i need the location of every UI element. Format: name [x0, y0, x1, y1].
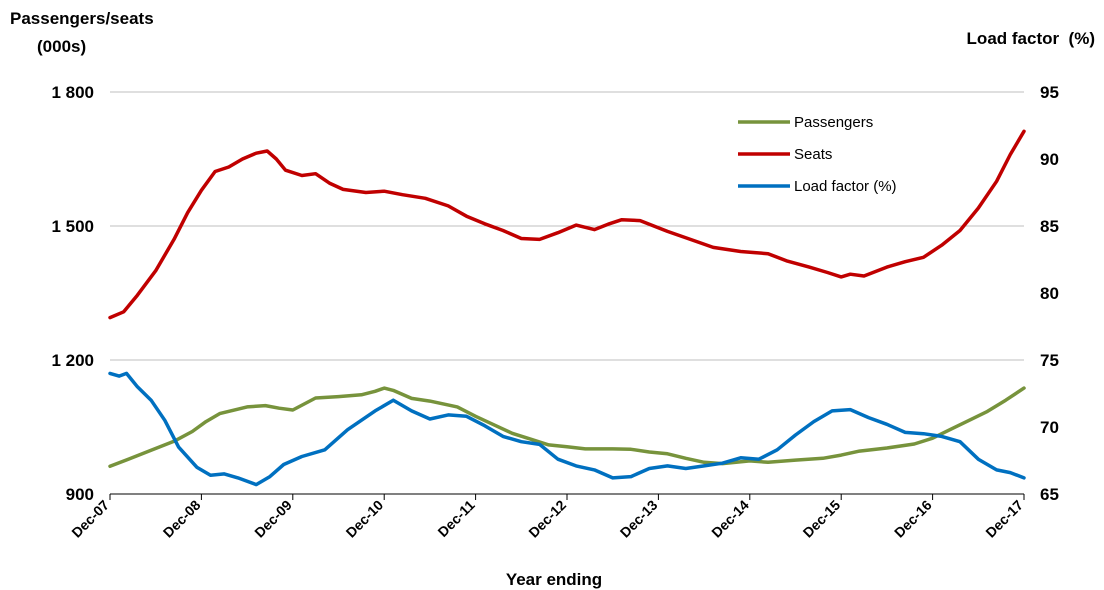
- x-axis-title: Year ending: [506, 570, 602, 589]
- series-lines: [108, 129, 1026, 487]
- right-tick-label: 90: [1040, 150, 1059, 169]
- legend-label-seats: Seats: [794, 146, 832, 163]
- left-tick-label: 1 200: [51, 351, 94, 370]
- x-tick-label: Dec-11: [434, 497, 477, 540]
- gridlines: [110, 91, 1024, 361]
- left-tick-labels: 900 1 200 1 500 1 800: [51, 83, 94, 504]
- left-axis-title-line2: (000s): [37, 37, 86, 56]
- right-tick-label: 85: [1040, 217, 1059, 236]
- x-tick-label: Dec-12: [525, 497, 569, 541]
- right-tick-label: 95: [1040, 83, 1059, 102]
- right-tick-label: 80: [1040, 284, 1059, 303]
- right-tick-label: 75: [1040, 351, 1059, 370]
- right-tick-label: 70: [1040, 418, 1059, 437]
- legend: Passengers Seats Load factor (%): [738, 114, 897, 195]
- x-tick-labels: Dec-07 Dec-08 Dec-09 Dec-10 Dec-11 Dec-12 Dec-…: [68, 497, 1026, 541]
- x-tick-label: Dec-15: [800, 497, 844, 541]
- legend-label-passengers: Passengers: [794, 114, 873, 131]
- right-axis-title: Load factor (%): [967, 29, 1095, 48]
- x-tick-label: Dec-10: [343, 497, 387, 541]
- left-tick-label: 900: [66, 485, 94, 504]
- x-tick-label: Dec-09: [251, 497, 295, 541]
- x-tick-label: Dec-16: [891, 497, 935, 541]
- series-line-seats: [108, 129, 1026, 320]
- right-tick-labels: 65 70 75 80 85 90 95: [1040, 83, 1059, 504]
- series-line-passengers: [108, 386, 1026, 469]
- left-tick-label: 1 500: [51, 217, 94, 236]
- x-tick-marks: [109, 494, 1025, 500]
- x-tick-label: Dec-17: [982, 497, 1026, 541]
- x-tick-label: Dec-14: [708, 497, 752, 541]
- left-tick-label: 1 800: [51, 83, 94, 102]
- legend-label-load-factor: Load factor (%): [794, 178, 897, 195]
- x-tick-label: Dec-13: [617, 497, 661, 541]
- series-line-load-factor: [108, 371, 1026, 487]
- right-tick-label: 65: [1040, 485, 1059, 504]
- x-tick-label: Dec-08: [160, 497, 204, 541]
- left-axis-title-line1: Passengers/seats: [10, 9, 154, 28]
